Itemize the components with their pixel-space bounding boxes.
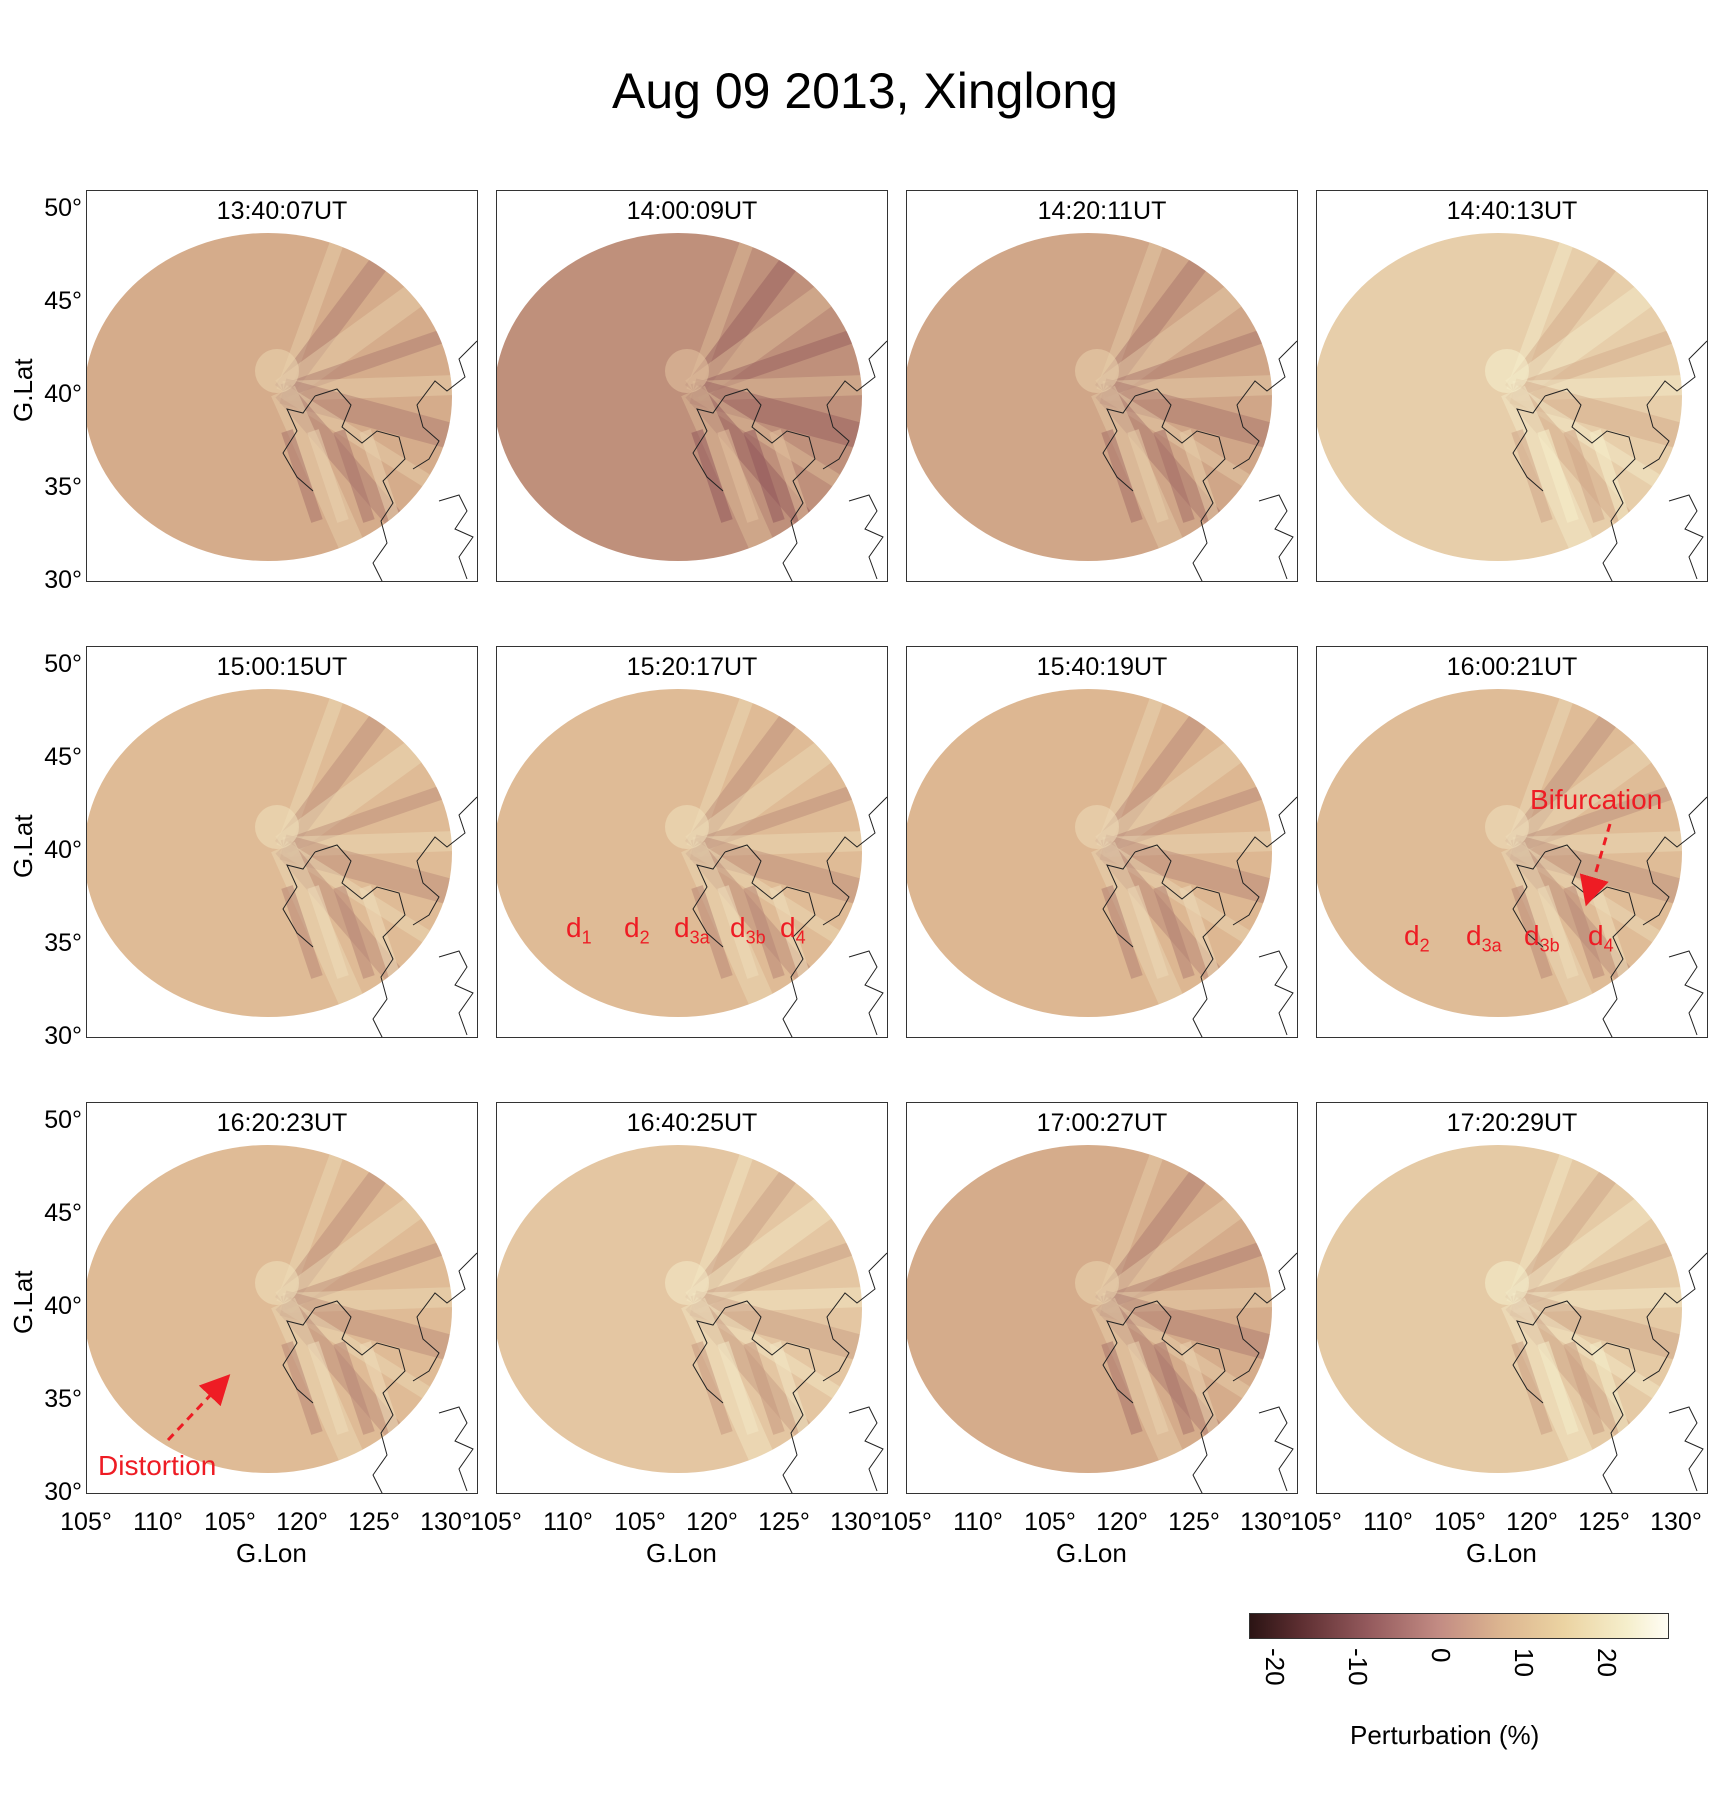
y-tick-label: 30° [44,566,82,594]
x-tick-label: 105° [60,1508,112,1536]
y-tick-label: 45° [44,1199,82,1227]
x-tick-label: 130° [1650,1508,1702,1536]
x-tick-label: 120° [686,1508,738,1536]
image-panel: 14:20:11UT [906,190,1298,582]
y-tick-label: 35° [44,473,82,501]
panel-time: 16:00:21UT [1446,653,1578,681]
wave-label: d2 [1404,920,1430,956]
x-tick-label: 125° [758,1508,810,1536]
colorbar [1249,1613,1669,1639]
wave-label: d4 [1588,920,1614,956]
y-tick-label: 30° [44,1022,82,1050]
x-tick-label: 120° [1096,1508,1148,1536]
x-tick-label: 105° [470,1508,522,1536]
panel-time: 15:20:17UT [626,653,758,681]
x-tick-label: 105° [204,1508,256,1536]
y-tick-label: 50° [44,194,82,222]
image-panel: 13:40:07UT [86,190,478,582]
x-tick-label: 105° [614,1508,666,1536]
x-tick-label: 125° [1168,1508,1220,1536]
x-tick-label: 110° [1363,1508,1413,1536]
y-tick-label: 35° [44,929,82,957]
wave-label: d1 [566,912,592,948]
panel-time: 17:20:29UT [1446,1109,1578,1137]
x-axis-label: G.Lon [1466,1538,1537,1568]
y-tick-label: 45° [44,287,82,315]
panel-time: 15:00:15UT [216,653,348,681]
y-tick-label: 40° [44,380,82,408]
wave-label: d3a [1466,920,1502,956]
y-tick-label: 50° [44,650,82,678]
wave-label: d4 [780,912,806,948]
image-panel: 16:00:21UT [1316,646,1708,1038]
y-tick-label: 40° [44,1292,82,1320]
image-panel: 17:00:27UT [906,1102,1298,1494]
x-tick-label: 105° [1290,1508,1342,1536]
wave-label: d2 [624,912,650,948]
wave-label: d3a [674,912,710,948]
y-tick-label: 40° [44,836,82,864]
x-tick-label: 125° [1578,1508,1630,1536]
y-tick-label: 30° [44,1478,82,1506]
x-tick-label: 110° [543,1508,593,1536]
bifurcation-annotation: Bifurcation [1530,784,1663,815]
image-panel: 14:00:09UT [496,190,888,582]
x-axis-label: G.Lon [236,1538,307,1568]
panel-time: 14:20:11UT [1037,197,1167,225]
panel-time: 15:40:19UT [1036,653,1168,681]
panel-time: 14:00:09UT [626,197,758,225]
x-tick-label: 125° [348,1508,400,1536]
panel-time: 17:00:27UT [1036,1109,1168,1137]
wave-label: d3b [730,912,766,948]
image-panel: 15:00:15UT [86,646,478,1038]
x-tick-label: 110° [953,1508,1003,1536]
x-tick-label: 130° [1240,1508,1292,1536]
image-panel: 16:20:23UT [86,1102,478,1494]
x-tick-label: 120° [276,1508,328,1536]
panel-time: 13:40:07UT [216,197,348,225]
image-panel: 15:20:17UT [496,646,888,1038]
x-axis-label: G.Lon [1056,1538,1127,1568]
x-tick-label: 105° [1434,1508,1486,1536]
figure-title: Aug 09 2013, Xinglong [612,63,1118,119]
x-axis-label: G.Lon [646,1538,717,1568]
distortion-annotation: Distortion [98,1450,217,1481]
wave-label: d3b [1524,920,1560,956]
y-tick-label: 50° [44,1106,82,1134]
x-tick-label: 120° [1506,1508,1558,1536]
image-panel: 15:40:19UT [906,646,1298,1038]
x-tick-label: 110° [133,1508,183,1536]
x-tick-label: 105° [1024,1508,1076,1536]
x-tick-label: 130° [420,1508,472,1536]
x-tick-label: 105° [880,1508,932,1536]
image-panel: 16:40:25UT [496,1102,888,1494]
panel-time: 16:40:25UT [626,1109,758,1137]
y-tick-label: 45° [44,743,82,771]
y-tick-label: 35° [44,1385,82,1413]
panel-time: 14:40:13UT [1446,197,1578,225]
image-panel: 14:40:13UT [1316,190,1708,582]
x-tick-label: 130° [830,1508,882,1536]
panel-time: 16:20:23UT [216,1109,348,1137]
image-panel: 17:20:29UT [1316,1102,1708,1494]
colorbar-label: Perturbation (%) [1350,1720,1540,1750]
